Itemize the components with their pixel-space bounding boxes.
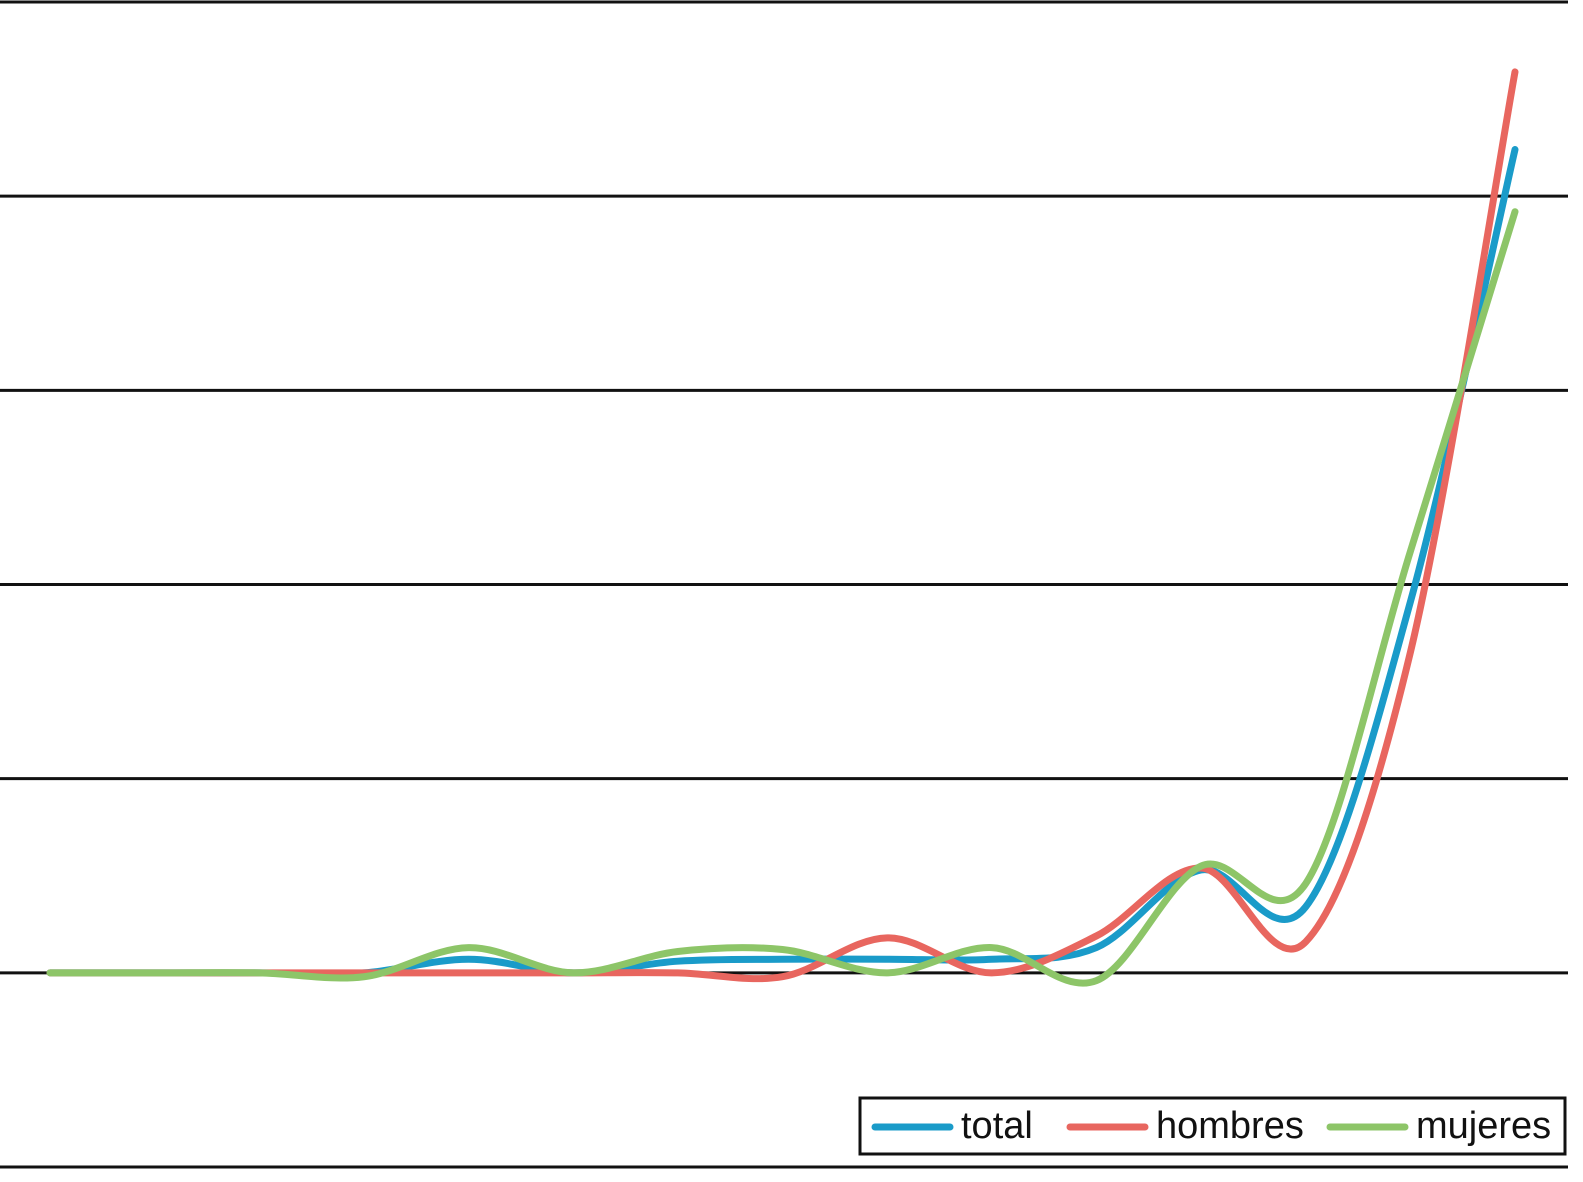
legend-label: mujeres <box>1416 1105 1551 1147</box>
series-line <box>46 146 1519 978</box>
legend-box <box>858 1096 1567 1156</box>
series-line <box>46 68 1519 983</box>
series-line <box>46 208 1519 987</box>
legend: total hombres mujeres <box>858 1096 1567 1156</box>
legend-label: hombres <box>1156 1105 1304 1147</box>
legend-label: total <box>961 1105 1033 1147</box>
